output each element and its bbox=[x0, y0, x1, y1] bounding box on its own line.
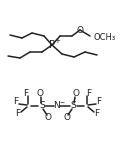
Text: F: F bbox=[15, 110, 21, 119]
Text: −: − bbox=[59, 99, 64, 104]
Text: O: O bbox=[45, 114, 51, 123]
Text: F: F bbox=[86, 90, 92, 99]
Text: F: F bbox=[96, 98, 102, 107]
Text: O: O bbox=[63, 114, 71, 123]
Text: F: F bbox=[94, 110, 100, 119]
Text: OCH₃: OCH₃ bbox=[93, 33, 115, 41]
Text: F: F bbox=[23, 90, 29, 99]
Text: F: F bbox=[13, 98, 19, 107]
Text: O: O bbox=[76, 25, 83, 34]
Text: S: S bbox=[70, 102, 76, 111]
Text: S: S bbox=[39, 102, 45, 111]
Text: O: O bbox=[36, 90, 44, 99]
Text: O: O bbox=[72, 90, 80, 99]
Text: N: N bbox=[54, 102, 60, 111]
Text: P: P bbox=[49, 40, 55, 50]
Text: +: + bbox=[54, 37, 60, 44]
